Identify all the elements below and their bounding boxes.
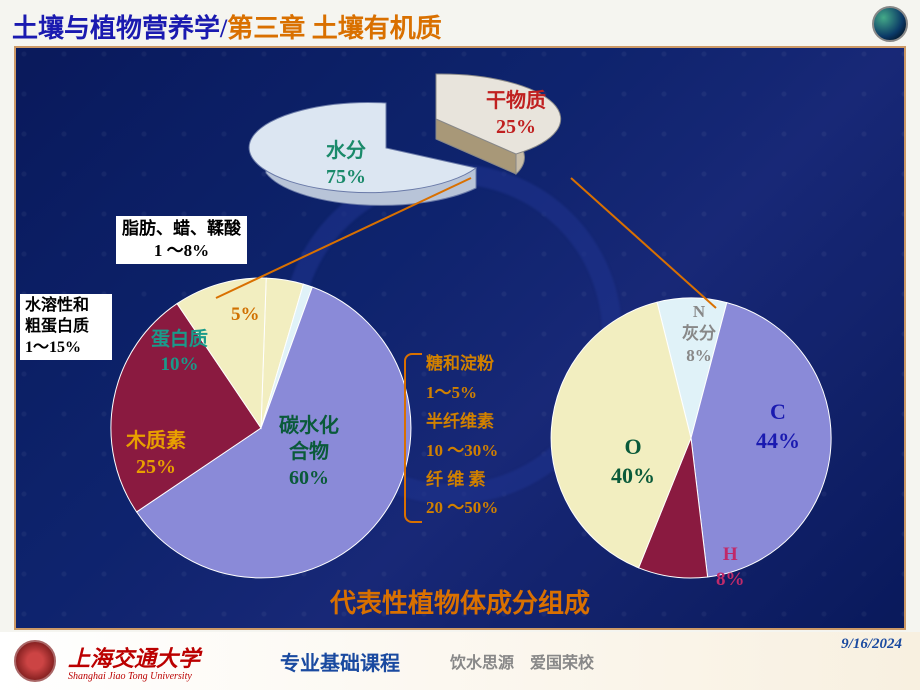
left-fat-ext: 脂肪、蜡、鞣酸 1 ～8% (116, 216, 247, 264)
chart-layer: 水分 75% 干物质 25% 碳水化合物 60% 木质素 25% 蛋白质 10% (16, 48, 904, 628)
carb-bracket (404, 353, 422, 523)
university-name-en: Shanghai Jiao Tong University (68, 671, 200, 682)
left-soluble-ext: 水溶性和粗蛋白质 1～15% (20, 294, 112, 360)
footer: 上海交通大学 Shanghai Jiao Tong University 专业基… (0, 632, 920, 690)
left-protein-label: 蛋白质 10% (151, 328, 208, 377)
connector-lines (16, 48, 906, 628)
motto: 饮水思源 爱国荣校 (450, 649, 594, 673)
carb-breakdown: 糖和淀粉 1～5% 半纤维素 10 ～30% 纤 维 素 20 ～50% (426, 350, 498, 523)
university-seal-icon (14, 640, 56, 682)
right-h-label: H 8% (716, 543, 745, 592)
right-c-label: C 44% (756, 398, 800, 455)
chapter-title: 第三章 土壤有机质 (227, 14, 442, 43)
right-n-label: N灰分 8% (682, 301, 716, 367)
right-o-label: O 40% (611, 433, 655, 490)
left-fat-pct: 5% (231, 303, 260, 328)
university-block: 上海交通大学 Shanghai Jiao Tong University (68, 641, 200, 682)
left-carb-label: 碳水化合物 60% (279, 413, 339, 491)
slide-body: 水分 75% 干物质 25% 碳水化合物 60% 木质素 25% 蛋白质 10% (14, 46, 906, 630)
breadcrumb: 土壤与植物营养学/ (12, 14, 227, 43)
top-water-label: 水分 75% (326, 138, 366, 190)
course-label: 专业基础课程 (280, 647, 400, 676)
top-dry-label: 干物质 25% (486, 88, 546, 140)
date: 9/16/2024 (841, 636, 902, 653)
main-title: 代表性植物体成分组成 (330, 583, 590, 620)
slide-header: 土壤与植物营养学/第三章 土壤有机质 (12, 8, 442, 45)
left-lignin-label: 木质素 25% (126, 428, 186, 480)
university-name: 上海交通大学 (68, 646, 200, 671)
globe-icon (872, 6, 908, 42)
